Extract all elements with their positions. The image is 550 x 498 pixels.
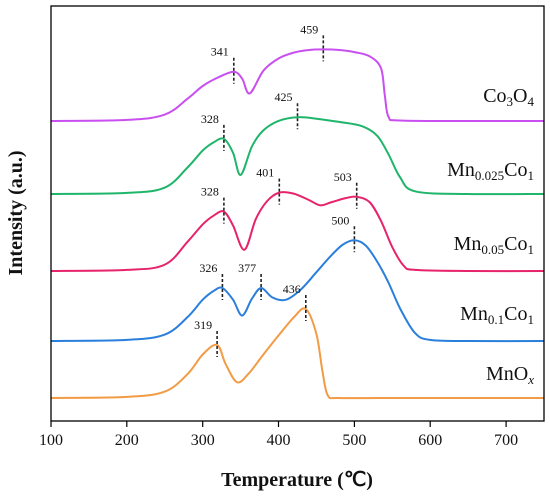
peak-label: 459 xyxy=(300,22,318,36)
x-tick-label: 500 xyxy=(342,432,366,449)
peak-label: 425 xyxy=(275,90,293,104)
curve-layer xyxy=(50,48,545,400)
peak-label: 503 xyxy=(334,170,352,184)
peak-marker-layer: 341 459 328 425 328 401 503 326 377 500 319 436 xyxy=(194,22,358,357)
series-label-part: MnO xyxy=(486,363,528,385)
x-tick-label: 700 xyxy=(494,432,518,449)
series-label-part: O xyxy=(513,85,527,107)
peak-label: 326 xyxy=(199,261,217,275)
curve-mn0025 xyxy=(50,116,545,196)
series-label-co3o4: Co3O4 xyxy=(483,85,534,109)
series-label-part: 3 xyxy=(507,94,514,109)
peak-label: 341 xyxy=(211,45,229,59)
series-label-part: Mn xyxy=(447,159,475,181)
peak-label: 377 xyxy=(238,261,256,275)
curve-mnox xyxy=(50,307,544,400)
peak-label: 401 xyxy=(256,166,274,180)
peak-label: 328 xyxy=(201,185,219,199)
series-label-mn0025: Mn0.025Co1 xyxy=(447,159,534,183)
series-label-mn01: Mn0.1Co1 xyxy=(460,303,534,327)
plot-frame xyxy=(50,5,545,422)
series-label-part: 0.1 xyxy=(488,312,504,327)
series-label-part: x xyxy=(527,372,534,387)
curve-co3o4 xyxy=(50,48,545,123)
series-label-part: 0.05 xyxy=(481,242,504,257)
y-axis-title: Intensity (a.u.) xyxy=(5,150,27,275)
series-label-mn005: Mn0.05Co1 xyxy=(454,233,534,257)
x-axis-title: Temperature (℃) xyxy=(221,469,373,491)
series-label-part: 1 xyxy=(528,168,535,183)
series-label-part: Co xyxy=(504,233,527,255)
series-label-part: 4 xyxy=(528,94,535,109)
series-label-part: Mn xyxy=(454,233,482,255)
series-label-part: Co xyxy=(504,303,527,325)
peak-label: 436 xyxy=(283,282,301,296)
series-label-mnox: MnOx xyxy=(486,363,534,387)
x-tick-label: 600 xyxy=(418,432,442,449)
x-axis-ticks: 100 200 300 400 500 600 700 xyxy=(39,421,518,449)
x-tick-label: 400 xyxy=(267,432,291,449)
series-label-part: Co xyxy=(483,85,506,107)
curve-mn01 xyxy=(50,239,545,343)
peak-label: 319 xyxy=(194,318,212,332)
series-label-part: 0.025 xyxy=(475,168,504,183)
series-label-part: 1 xyxy=(528,312,535,327)
x-tick-label: 100 xyxy=(39,432,63,449)
x-tick-label: 300 xyxy=(191,432,215,449)
x-tick-label: 200 xyxy=(115,432,139,449)
series-label-part: Co xyxy=(504,159,527,181)
curve-mn005 xyxy=(50,191,545,273)
series-label-part: 1 xyxy=(528,242,535,257)
peak-label: 500 xyxy=(331,213,349,227)
series-label-part: Mn xyxy=(460,303,488,325)
peak-label: 328 xyxy=(201,112,219,126)
